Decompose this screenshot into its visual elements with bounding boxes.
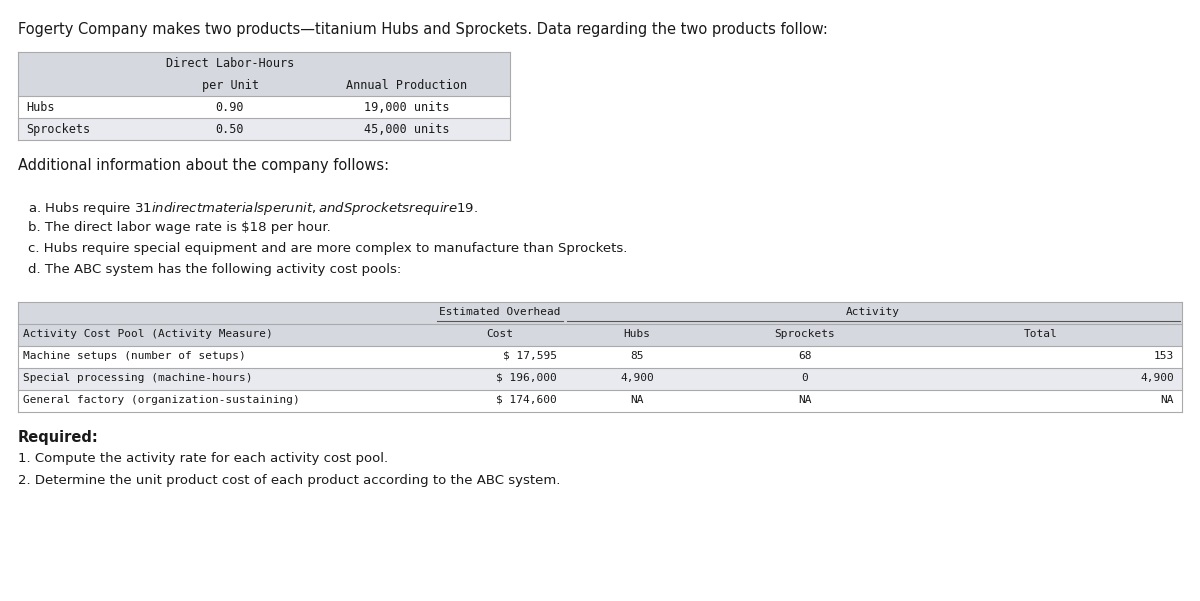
Text: b. The direct labor wage rate is $18 per hour.: b. The direct labor wage rate is $18 per… [28, 221, 331, 234]
Text: Cost: Cost [486, 329, 514, 339]
Text: 45,000 units: 45,000 units [365, 123, 450, 136]
Text: Activity: Activity [846, 307, 900, 317]
Text: d. The ABC system has the following activity cost pools:: d. The ABC system has the following acti… [28, 263, 401, 276]
Bar [18, 302, 1182, 346]
Text: $ 196,000: $ 196,000 [497, 373, 557, 383]
Text: 153: 153 [1153, 351, 1174, 361]
Text: Sprockets: Sprockets [26, 123, 90, 136]
Text: Required:: Required: [18, 430, 98, 445]
Text: 1. Compute the activity rate for each activity cost pool.: 1. Compute the activity rate for each ac… [18, 452, 388, 465]
Text: Special processing (machine-hours): Special processing (machine-hours) [23, 373, 252, 383]
Text: NA: NA [1160, 395, 1174, 405]
Text: Estimated Overhead: Estimated Overhead [439, 307, 560, 317]
Text: $ 174,600: $ 174,600 [497, 395, 557, 405]
Text: Direct Labor-Hours: Direct Labor-Hours [166, 57, 294, 70]
Text: 4,900: 4,900 [1140, 373, 1174, 383]
Text: per Unit: per Unit [202, 79, 258, 92]
Text: Activity Cost Pool (Activity Measure): Activity Cost Pool (Activity Measure) [23, 329, 272, 339]
Text: c. Hubs require special equipment and are more complex to manufacture than Sproc: c. Hubs require special equipment and ar… [28, 242, 628, 255]
Bar [18, 390, 1182, 412]
Bar [18, 118, 510, 140]
Text: 0.50: 0.50 [216, 123, 245, 136]
Text: 0.90: 0.90 [216, 101, 245, 114]
Text: Hubs: Hubs [624, 329, 650, 339]
Text: 2. Determine the unit product cost of each product according to the ABC system.: 2. Determine the unit product cost of ea… [18, 474, 560, 487]
Text: Machine setups (number of setups): Machine setups (number of setups) [23, 351, 246, 361]
Text: Fogerty Company makes two products—titanium Hubs and Sprockets. Data regarding t: Fogerty Company makes two products—titan… [18, 22, 828, 37]
Text: NA: NA [798, 395, 811, 405]
Text: Additional information about the company follows:: Additional information about the company… [18, 158, 389, 173]
Text: Total: Total [1024, 329, 1058, 339]
Text: 0: 0 [802, 373, 809, 383]
Bar [18, 52, 510, 96]
Text: Annual Production: Annual Production [347, 79, 468, 92]
Bar [18, 96, 510, 118]
Bar [18, 346, 1182, 368]
Text: Sprockets: Sprockets [775, 329, 835, 339]
Text: NA: NA [630, 395, 643, 405]
Text: 68: 68 [798, 351, 811, 361]
Text: 4,900: 4,900 [620, 373, 654, 383]
Text: Hubs: Hubs [26, 101, 54, 114]
Text: General factory (organization-sustaining): General factory (organization-sustaining… [23, 395, 300, 405]
Bar [18, 368, 1182, 390]
Text: a. Hubs require $31 in direct materials per unit, and Sprockets require $19.: a. Hubs require $31 in direct materials … [28, 200, 478, 217]
Text: 85: 85 [630, 351, 643, 361]
Text: 19,000 units: 19,000 units [365, 101, 450, 114]
Text: $ 17,595: $ 17,595 [503, 351, 557, 361]
